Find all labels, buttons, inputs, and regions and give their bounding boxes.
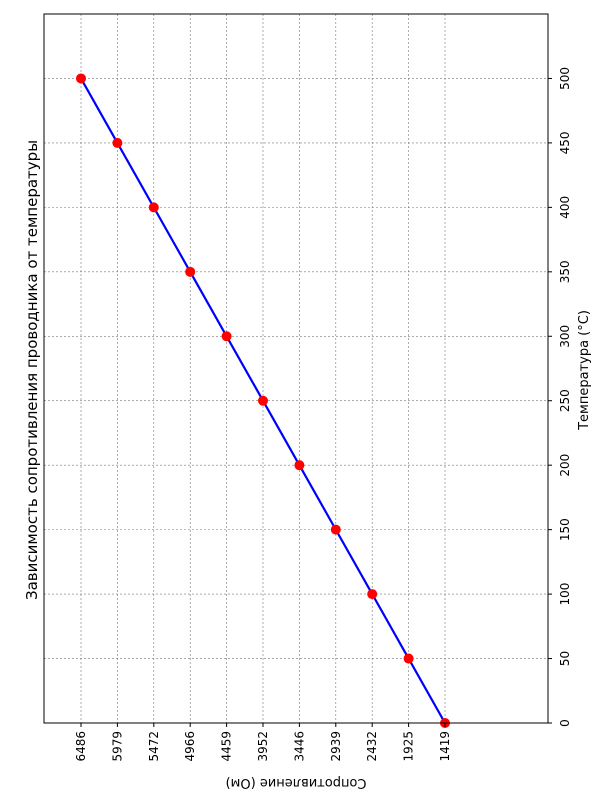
x-tick-label: 2939 — [329, 731, 343, 762]
x-tick-label: 5472 — [147, 731, 161, 762]
x-tick-label: 3952 — [256, 731, 270, 762]
y-tick-label: 250 — [558, 389, 572, 412]
y-tick-label: 100 — [558, 583, 572, 606]
chart-title: Зависимость сопротивления проводника от … — [23, 140, 41, 600]
plot-frame — [43, 13, 549, 724]
data-point-marker — [367, 589, 378, 600]
marker-layer — [76, 73, 450, 728]
y-tick-label: 350 — [558, 260, 572, 283]
x-tick-label: 2432 — [365, 731, 379, 762]
y-tick-label: 200 — [558, 454, 572, 477]
data-point-marker — [221, 331, 232, 342]
data-point-marker — [76, 73, 86, 84]
data-point-marker — [403, 653, 414, 664]
x-tick-label: 6486 — [74, 731, 88, 762]
x-tick-label: 1925 — [402, 731, 416, 762]
y-tick-label: 50 — [558, 651, 572, 666]
x-axis-ticks: 6486 5979 5472 4966 4459 3952 3446 2939 2432 1925… — [74, 723, 452, 762]
x-tick-label: 5979 — [110, 731, 124, 762]
x-tick-label: 4459 — [220, 731, 234, 762]
y-tick-label: 150 — [558, 518, 572, 541]
data-point-marker — [148, 202, 159, 213]
data-point-marker — [112, 137, 123, 148]
y-tick-label: 400 — [558, 196, 572, 219]
grid-layer — [44, 14, 548, 724]
y-tick-label: 450 — [558, 131, 572, 154]
x-tick-label: 1419 — [438, 731, 452, 762]
y-tick-label: 300 — [558, 325, 572, 348]
x-tick-label: 3446 — [292, 731, 306, 762]
data-point-marker — [330, 524, 341, 535]
data-point-marker — [294, 460, 305, 471]
y-tick-label: 500 — [558, 67, 572, 90]
data-point-marker — [185, 266, 196, 277]
x-axis-label: Сопротивление (Ом) — [226, 775, 367, 790]
y-axis-ticks: 0 50 100 150 200 250 300 350 400 450 500 — [548, 67, 572, 727]
y-tick-label: 0 — [558, 719, 572, 727]
x-tick-label: 4966 — [183, 731, 197, 762]
data-point-marker — [258, 395, 268, 406]
y-axis-label: Температура (°C) — [577, 310, 592, 431]
